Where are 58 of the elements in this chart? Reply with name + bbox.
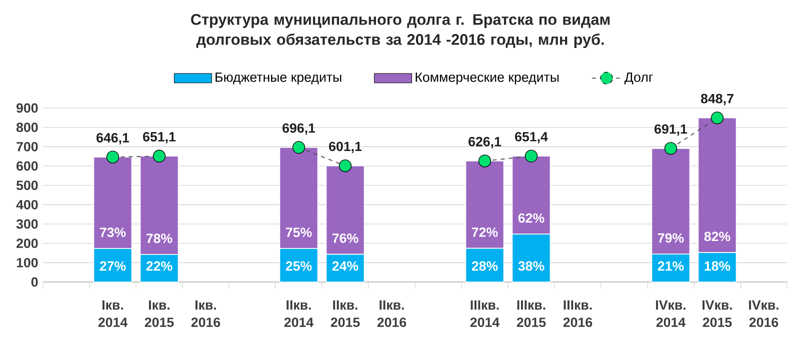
x-tick-label: IIIкв. 2014 <box>470 300 500 328</box>
point <box>664 142 678 155</box>
legend-label: Долг <box>624 72 653 84</box>
annotation: 24% <box>332 261 358 271</box>
y-tick-label: 400 <box>16 200 38 210</box>
legend-label: Бюджетные кредиты <box>216 72 342 85</box>
x-tick-label: IIIкв. 2016 <box>563 300 592 328</box>
point <box>478 154 492 168</box>
data-label: 601,1 <box>329 142 362 154</box>
y-tick-label: 500 <box>16 180 38 190</box>
data-label: 626,1 <box>468 136 502 148</box>
annotation: 62% <box>518 213 544 223</box>
x-tick-label: IIкв. 2016 <box>377 300 406 328</box>
data-label: 848,7 <box>700 94 734 106</box>
y-tick-label: 800 <box>16 122 38 132</box>
annotation: 76% <box>332 233 358 243</box>
data-label: 651,1 <box>143 132 176 144</box>
annotation: 25% <box>286 261 312 271</box>
x-tick-label: IVкв. 2014 <box>656 300 686 328</box>
x-tick-label: IVкв. 2016 <box>749 300 778 328</box>
data-label: 691,1 <box>654 124 688 136</box>
annotation: 78% <box>146 234 172 244</box>
point <box>106 150 120 164</box>
x-tick-label: IIкв. 2014 <box>284 300 314 328</box>
x-tick-label: Iкв. 2014 <box>98 300 128 328</box>
annotation: 28% <box>472 261 498 271</box>
annotation: 22% <box>146 261 172 271</box>
x-tick-label: Iкв. 2016 <box>191 300 220 328</box>
x-tick-label: IVкв. 2015 <box>702 300 732 328</box>
point <box>710 112 724 124</box>
point <box>292 141 306 154</box>
legend-label: Коммерческие кредиты <box>416 72 559 85</box>
y-tick-label: 0 <box>31 277 38 287</box>
annotation: 27% <box>100 261 126 271</box>
annotation: 18% <box>704 261 730 271</box>
y-tick-label: 100 <box>16 258 38 268</box>
point <box>338 159 352 172</box>
y-tick-label: 700 <box>16 142 38 152</box>
x-tick-label: Iкв. 2015 <box>144 300 174 328</box>
y-tick-label: 300 <box>16 219 38 229</box>
x-tick-label: IIкв. 2015 <box>330 300 360 328</box>
y-tick-label: 600 <box>16 161 38 171</box>
point <box>152 150 166 162</box>
annotation: 21% <box>658 261 684 271</box>
annotation: 75% <box>286 228 312 238</box>
annotation: 38% <box>518 261 544 271</box>
point <box>524 150 538 162</box>
y-tick-label: 900 <box>16 103 38 113</box>
data-label: 646,1 <box>96 133 130 144</box>
annotation: 72% <box>472 227 498 237</box>
x-tick-label: IIIкв. 2015 <box>516 300 546 328</box>
chart-title: Структура муниципального долга г. Братска по видам долговых обязательств за 2014 -2016 годы, млн руб. <box>191 14 610 48</box>
annotation: 73% <box>100 228 126 238</box>
data-label: 696,1 <box>282 123 316 135</box>
y-tick-label: 200 <box>16 238 38 248</box>
annotation: 82% <box>704 232 730 242</box>
data-label: 651,4 <box>515 132 548 144</box>
annotation: 79% <box>658 233 684 243</box>
